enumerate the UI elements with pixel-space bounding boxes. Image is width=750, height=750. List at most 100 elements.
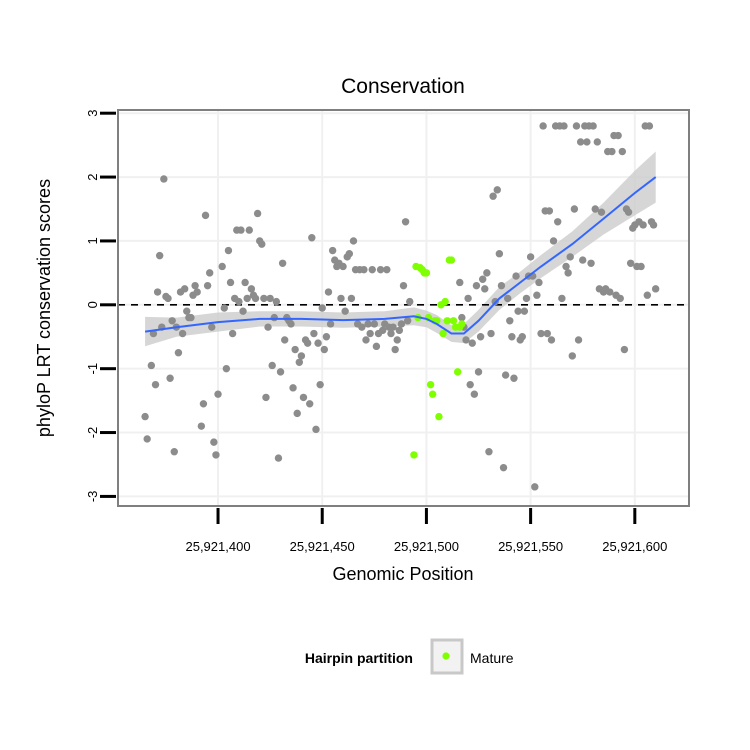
data-point — [320, 345, 329, 354]
data-point — [401, 218, 410, 226]
data-point — [151, 380, 160, 389]
y-axis: -3 -2 -1 0 1 2 3 — [85, 110, 116, 502]
data-point — [166, 374, 174, 382]
data-point — [474, 368, 483, 376]
x-tick-label: 25,921,550 — [498, 539, 563, 554]
data-point — [272, 297, 281, 306]
data-point — [339, 262, 347, 271]
data-point — [403, 317, 412, 325]
data-point — [270, 313, 278, 322]
data-point — [276, 368, 285, 376]
data-point — [464, 294, 472, 303]
data-point — [347, 294, 356, 303]
data-point — [389, 323, 397, 331]
data-point — [337, 294, 345, 303]
data-point — [308, 234, 316, 242]
data-point — [345, 250, 354, 258]
chart-title: Conservation — [341, 75, 465, 98]
data-point — [481, 285, 489, 293]
data-point — [306, 400, 314, 408]
data-point — [574, 336, 583, 344]
data-point — [568, 352, 576, 360]
data-point — [614, 131, 622, 140]
mature-point — [422, 269, 431, 277]
x-tick-label: 25,921,500 — [394, 539, 459, 554]
data-point — [478, 275, 487, 283]
data-point — [616, 294, 624, 303]
data-point — [531, 483, 539, 491]
data-point — [506, 317, 514, 325]
data-point — [651, 285, 660, 293]
data-point — [260, 294, 268, 303]
data-point — [212, 451, 220, 459]
data-point — [322, 333, 331, 341]
data-point — [572, 122, 581, 130]
data-point — [178, 329, 187, 338]
legend-title: Hairpin partition — [305, 650, 413, 666]
data-point — [201, 211, 210, 220]
mature-point — [443, 317, 451, 325]
data-point — [472, 281, 481, 290]
data-point — [393, 336, 401, 344]
mature-point — [441, 297, 449, 306]
data-point — [514, 307, 522, 315]
data-point — [358, 323, 366, 331]
data-point — [485, 448, 493, 456]
data-point — [554, 218, 562, 226]
data-point — [191, 281, 199, 290]
x-axis-label: Genomic Position — [332, 564, 473, 584]
data-point — [508, 333, 516, 341]
data-point — [387, 329, 395, 338]
data-point — [458, 313, 466, 322]
data-point — [370, 320, 379, 328]
y-tick-label: -2 — [85, 427, 100, 439]
data-point — [143, 435, 151, 443]
mature-point — [458, 320, 466, 328]
data-point — [262, 393, 270, 402]
data-point — [533, 291, 541, 299]
data-point — [214, 390, 222, 398]
x-tick-label: 25,921,600 — [602, 539, 667, 554]
data-point — [147, 361, 156, 370]
data-point — [576, 138, 585, 146]
data-point — [579, 256, 587, 264]
data-point — [237, 226, 245, 234]
data-point — [395, 326, 404, 335]
data-point — [643, 291, 652, 299]
data-point — [589, 122, 597, 130]
data-point — [608, 147, 616, 156]
data-point — [593, 138, 602, 146]
x-axis: 25,921,400 25,921,450 25,921,500 25,921,550… — [185, 508, 667, 554]
data-point — [264, 323, 272, 331]
data-point — [197, 422, 206, 430]
data-point — [310, 329, 318, 338]
data-point — [518, 333, 526, 341]
mature-point — [449, 317, 458, 325]
data-point — [639, 221, 647, 229]
legend-label-mature: Mature — [470, 650, 514, 666]
data-point — [268, 361, 276, 370]
data-point — [512, 272, 520, 280]
data-point — [537, 329, 545, 338]
y-tick-label: 1 — [85, 237, 100, 244]
data-point — [360, 265, 368, 274]
data-point — [349, 237, 358, 245]
data-point — [618, 147, 627, 156]
y-axis-label: phyloP LRT conservation scores — [34, 179, 54, 437]
data-point — [487, 329, 495, 338]
confidence-band — [145, 151, 656, 347]
data-point — [247, 285, 256, 293]
data-point — [291, 345, 299, 354]
legend: Hairpin partition Mature — [305, 638, 514, 675]
data-point — [503, 294, 512, 303]
data-point — [362, 336, 370, 344]
data-point — [180, 285, 189, 293]
data-point — [187, 313, 195, 322]
data-point — [539, 122, 547, 130]
data-point — [251, 294, 260, 303]
data-point — [547, 336, 556, 344]
data-point — [168, 317, 176, 325]
data-point — [468, 339, 476, 347]
data-point — [235, 297, 243, 306]
data-point — [297, 352, 306, 360]
